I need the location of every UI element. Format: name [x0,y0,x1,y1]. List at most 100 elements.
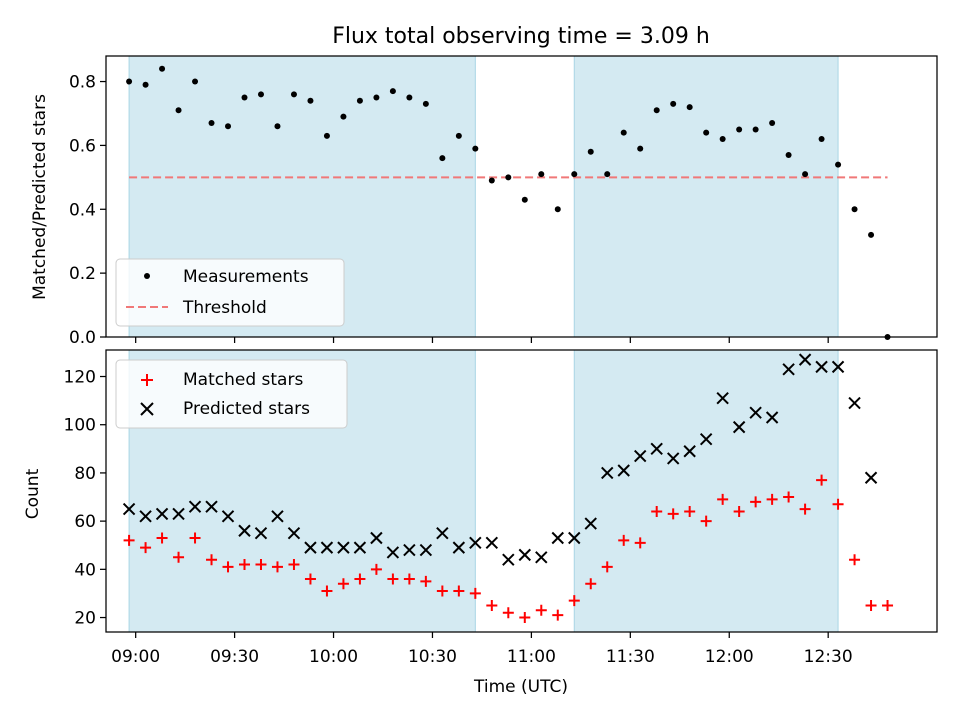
predicted-star-point [304,541,317,554]
matched-star-point [403,573,415,585]
measurement-point [225,123,232,130]
predicted-star-point [749,406,762,419]
predicted-star-point [287,526,301,540]
measurement-point [439,155,446,162]
top-y-axis-label: Matched/Predicted stars [30,94,50,300]
matched-star-point [601,561,613,573]
predicted-star-point [320,541,334,554]
measurement-point [670,100,677,107]
matched-star-point [717,493,729,505]
predicted-star-point [551,531,564,545]
measurement-point [686,104,693,111]
predicted-star-point [403,543,416,557]
matched-star-point [832,498,844,510]
legend-measurements-label: Measurements [183,267,309,287]
measurement-point [752,126,759,133]
predicted-star-point [782,363,795,376]
matched-star-point [469,587,481,599]
measurement-point [868,231,875,238]
matched-star-point [140,542,152,554]
predicted-star-point [699,432,713,446]
matched-star-point [387,573,399,585]
predicted-star-point [205,500,218,513]
predicted-star-point [139,510,152,523]
observing-window-band [573,349,839,633]
matched-star-point [206,554,218,566]
legend-matched-marker [141,374,153,386]
x-tick-label: 12:30 [804,647,853,667]
y-tick-label: 40 [74,560,96,580]
predicted-star-point [469,536,482,550]
measurement-point [373,94,380,101]
measurement-point [554,206,561,213]
top-panel: 0.00.20.40.60.8 Matched/Predicted stars … [30,55,938,348]
matched-star-point [304,573,316,585]
measurement-point [159,65,166,72]
x-tick-label: 09:00 [111,647,160,667]
matched-star-point [733,505,745,517]
matched-star-point [502,607,514,619]
observing-window-band [573,55,839,338]
bottom-x-ticks: 09:00 09:30 10:00 10:30 11:00 11:30 12:00 12:30 [111,632,853,667]
measurement-point [769,120,776,127]
predicted-star-point [485,536,499,550]
matched-star-point [337,578,349,590]
matched-star-point [123,534,135,546]
matched-star-point [585,578,597,590]
measurement-point [192,78,199,85]
predicted-star-point [518,548,532,562]
matched-star-point [222,561,234,573]
x-axis-label: Time (UTC) [473,677,568,697]
top-axes-frame [105,55,938,338]
matched-star-point [453,585,465,597]
predicted-star-point [666,452,680,465]
measurement-point [802,171,809,178]
measurement-point [505,174,512,181]
predicted-star-point [353,541,367,554]
predicted-star-point [864,471,878,484]
matched-star-point [189,532,201,544]
matched-star-point [239,559,250,571]
top-legend-box [115,258,345,327]
matched-star-point [799,503,811,515]
matched-star-point [519,612,531,624]
y-tick-label: 20 [74,609,96,629]
y-tick-label: 60 [74,512,96,532]
predicted-star-point [337,541,350,554]
bottom-legend: Matched stars Predicted stars [115,359,348,429]
matched-star-point [766,493,778,505]
legend-predicted-marker [140,402,154,416]
y-tick-label: 0.2 [69,264,96,284]
predicted-star-point [452,541,466,554]
predicted-star-point [155,507,169,521]
predicted-star-point [634,449,647,463]
measurement-point [175,107,182,114]
matched-star-point [618,534,630,546]
matched-star-point [354,573,366,585]
matched-star-point [684,505,696,517]
measurement-point [488,177,495,184]
y-tick-label: 0.8 [69,73,96,93]
predicted-star-point [765,411,779,424]
measurement-point [126,78,133,85]
predicted-star-point [831,360,845,374]
matched-star-point [634,537,646,549]
predicted-star-point [716,391,729,405]
matched-star-point [651,505,663,517]
predicted-star-point [436,526,449,540]
measurement-point [719,136,726,143]
measurement-point [422,100,429,107]
matched-star-point [667,508,679,520]
measurement-point [307,97,314,104]
measurement-point [785,151,792,158]
predicted-star-point [683,445,696,458]
matched-star-point [783,491,795,503]
predicted-star-point [601,466,614,480]
y-tick-label: 100 [64,416,96,436]
measurement-point [142,81,149,88]
predicted-star-point [798,353,812,366]
predicted-star-point [502,553,515,566]
measurement-points [126,65,891,340]
top-legend: Measurements Threshold [115,258,345,327]
